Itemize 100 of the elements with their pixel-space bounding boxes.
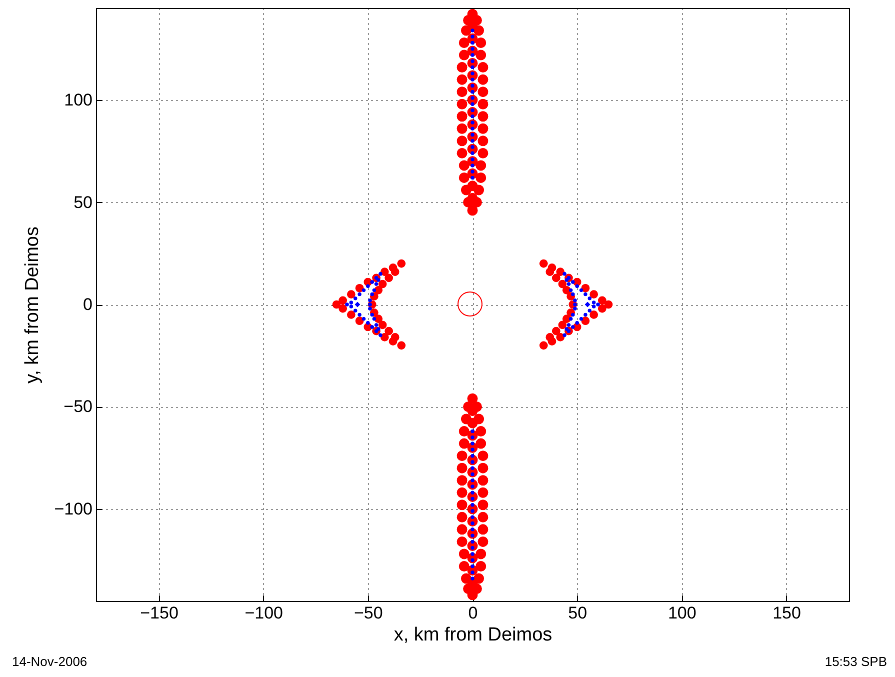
point xyxy=(349,304,354,308)
point xyxy=(384,326,394,336)
point xyxy=(579,316,584,321)
point xyxy=(478,123,488,134)
point xyxy=(575,284,579,288)
point xyxy=(596,302,600,306)
point xyxy=(604,300,613,309)
point xyxy=(478,524,488,535)
point xyxy=(581,284,590,292)
point xyxy=(458,50,470,60)
point xyxy=(470,540,474,544)
x-tick-label: −50 xyxy=(354,604,383,622)
point xyxy=(345,302,349,306)
point xyxy=(390,333,400,342)
point xyxy=(470,40,474,45)
point xyxy=(478,98,488,110)
point xyxy=(347,310,356,319)
point xyxy=(456,500,468,510)
point xyxy=(467,180,478,192)
point xyxy=(456,462,468,474)
point xyxy=(456,487,468,498)
point xyxy=(470,454,474,458)
point xyxy=(470,442,474,446)
point xyxy=(456,74,468,85)
point xyxy=(592,300,596,304)
point xyxy=(358,292,362,296)
point xyxy=(476,548,486,560)
point xyxy=(470,164,474,168)
point xyxy=(478,74,488,85)
point xyxy=(470,151,474,156)
point xyxy=(456,148,468,158)
point xyxy=(362,316,366,321)
point xyxy=(458,548,470,560)
point xyxy=(478,487,488,498)
point xyxy=(467,418,478,428)
point xyxy=(470,466,474,470)
point xyxy=(470,102,474,106)
point xyxy=(458,38,470,48)
point xyxy=(358,312,362,317)
point xyxy=(552,326,560,336)
point xyxy=(564,327,568,331)
point xyxy=(467,205,478,216)
point xyxy=(374,282,378,286)
point xyxy=(470,114,474,118)
point xyxy=(456,86,468,98)
point xyxy=(456,524,468,535)
point xyxy=(476,50,486,60)
point xyxy=(478,111,488,122)
point xyxy=(338,304,347,313)
point xyxy=(456,450,468,462)
point xyxy=(562,333,566,338)
point xyxy=(366,321,370,325)
point xyxy=(478,136,488,146)
y-tick-label: 50 xyxy=(74,192,92,212)
point xyxy=(362,288,366,292)
point xyxy=(347,290,356,298)
point xyxy=(376,327,380,331)
point xyxy=(368,306,372,310)
point xyxy=(476,38,486,48)
point xyxy=(378,280,387,288)
point xyxy=(370,325,374,329)
point xyxy=(397,259,406,268)
point xyxy=(456,62,468,73)
y-tick-label: 100 xyxy=(64,90,92,110)
point xyxy=(476,426,486,437)
point xyxy=(470,28,474,32)
point xyxy=(456,98,468,110)
y-axis-title: y, km from Deimos xyxy=(22,226,44,384)
point xyxy=(470,65,474,70)
point xyxy=(590,310,598,319)
point xyxy=(476,160,486,171)
point xyxy=(366,284,370,288)
point xyxy=(598,304,606,313)
point xyxy=(478,62,488,73)
point xyxy=(378,272,382,276)
point xyxy=(376,278,380,282)
point xyxy=(478,148,488,158)
point xyxy=(384,274,394,282)
point xyxy=(332,300,341,309)
point xyxy=(584,312,588,317)
point xyxy=(470,429,474,434)
point xyxy=(470,528,474,532)
point xyxy=(584,302,590,308)
point xyxy=(470,490,474,494)
point xyxy=(568,316,573,321)
point xyxy=(378,333,382,338)
point xyxy=(575,321,579,325)
point xyxy=(581,316,590,326)
point xyxy=(588,296,592,300)
point xyxy=(456,123,468,134)
point xyxy=(584,292,588,296)
point xyxy=(478,475,488,486)
point xyxy=(470,176,474,180)
point xyxy=(476,438,486,449)
point xyxy=(478,86,488,98)
point xyxy=(566,323,571,327)
point xyxy=(349,300,354,304)
point xyxy=(470,576,474,580)
point xyxy=(456,136,468,146)
point xyxy=(470,515,474,520)
